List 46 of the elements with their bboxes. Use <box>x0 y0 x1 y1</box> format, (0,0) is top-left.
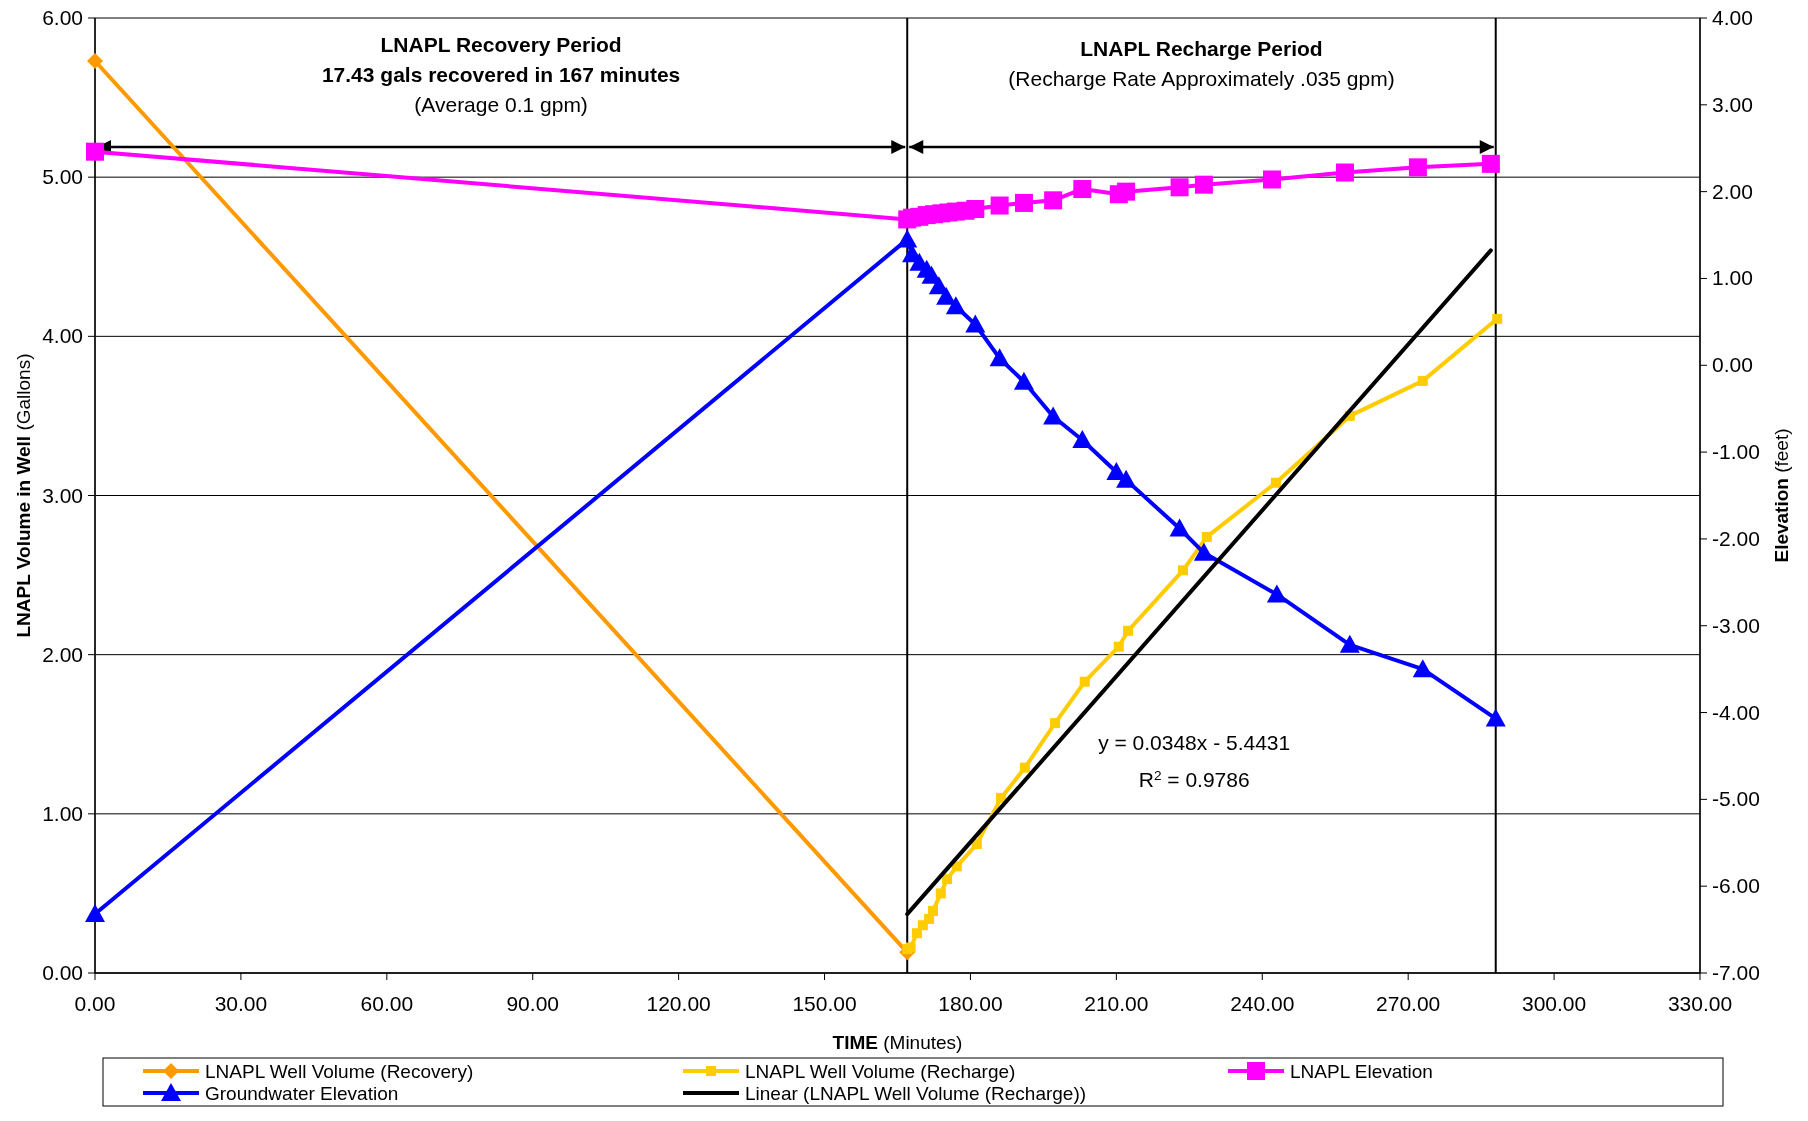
y2-axis-title: Elevation (feet) <box>1771 428 1792 563</box>
annotation: y = 0.0348x - 5.4431 <box>1098 731 1291 755</box>
x-tick-label: 240.00 <box>1230 992 1295 1015</box>
y2-tick-label: -7.00 <box>1712 961 1760 984</box>
y-tick-label: 4.00 <box>42 324 83 348</box>
y2-tick-label: -5.00 <box>1712 787 1760 811</box>
x-tick-label: 0.00 <box>74 992 116 1015</box>
annotation: 17.43 gals recovered in 167 minutes <box>321 63 681 86</box>
y-tick-label: 6.00 <box>42 6 83 29</box>
y-tick-label: 1.00 <box>42 801 83 825</box>
y2-tick-label: -4.00 <box>1712 700 1760 724</box>
y2-tick-label: 2.00 <box>1712 179 1753 203</box>
y2-tick-label: -3.00 <box>1712 613 1760 637</box>
annotation: LNAPL Recharge Period <box>1080 37 1323 60</box>
y-tick-label: 2.00 <box>42 642 83 666</box>
legend-label: Groundwater Elevation <box>205 1083 399 1104</box>
annotation: (Average 0.1 gpm) <box>414 93 588 116</box>
legend-label: LNAPL Elevation <box>1290 1061 1433 1082</box>
y2-tick-label: 4.00 <box>1712 6 1753 29</box>
y2-tick-label: 3.00 <box>1712 92 1753 116</box>
y-tick-label: 5.00 <box>42 165 83 189</box>
x-tick-label: 330.00 <box>1667 992 1733 1015</box>
y2-tick-label: 0.00 <box>1712 353 1753 377</box>
annotation: R$^{2}$ = 0.9786 <box>1138 767 1250 791</box>
x-tick-label: 150.00 <box>792 992 857 1015</box>
x-axis-title: TIME (Minutes) <box>832 1032 963 1053</box>
y-axis-title: LNAPL Volume in Well (Gallons) <box>13 353 34 638</box>
x-tick-label: 270.00 <box>1376 992 1441 1015</box>
y-tick-label: 3.00 <box>42 483 83 507</box>
x-tick-label: 30.00 <box>214 992 268 1015</box>
y2-tick-label: 1.00 <box>1712 266 1753 290</box>
legend-label: Linear (LNAPL Well Volume (Recharge)) <box>745 1083 1087 1104</box>
x-tick-label: 60.00 <box>360 992 414 1015</box>
y2-tick-label: -1.00 <box>1712 440 1760 464</box>
x-tick-label: 120.00 <box>646 992 711 1015</box>
x-tick-label: 180.00 <box>938 992 1003 1015</box>
annotation: (Recharge Rate Approximately .035 gpm) <box>1008 67 1395 90</box>
x-tick-label: 90.00 <box>506 992 560 1015</box>
x-tick-label: 300.00 <box>1521 992 1587 1015</box>
x-tick-label: 210.00 <box>1084 992 1149 1015</box>
y2-tick-label: -6.00 <box>1712 874 1760 898</box>
y-tick-label: 0.00 <box>42 961 83 984</box>
legend-label: LNAPL Well Volume (Recharge) <box>745 1061 1016 1082</box>
y2-tick-label: -2.00 <box>1712 526 1760 550</box>
annotation: LNAPL Recovery Period <box>380 33 622 56</box>
legend-label: LNAPL Well Volume (Recovery) <box>205 1061 474 1082</box>
